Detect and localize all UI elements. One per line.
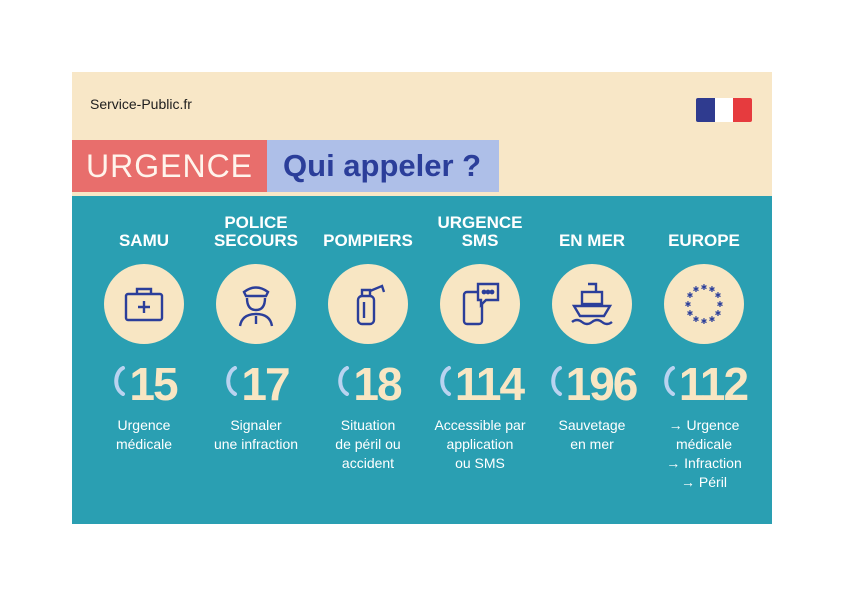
svg-text:✱: ✱ bbox=[685, 300, 692, 309]
phone-number: 18 bbox=[353, 358, 402, 410]
title-row: URGENCE Qui appeler ? bbox=[72, 140, 500, 192]
service-name: EUROPE bbox=[668, 231, 740, 250]
service-description: Situation de péril ou accident bbox=[335, 417, 401, 471]
service-description: → Urgence médicale → Infraction → Péril bbox=[666, 417, 742, 490]
phone-number: 15 bbox=[129, 358, 178, 410]
service-name: SAMU bbox=[118, 231, 170, 250]
svg-text:✱: ✱ bbox=[715, 309, 722, 318]
phone-handset-icon bbox=[664, 366, 675, 396]
service-pompiers: POMPIERS 18 Situation de péril ou accide… bbox=[312, 204, 424, 473]
emergency-numbers-card: Service-Public.fr URGENCE Qui appeler ? … bbox=[72, 72, 772, 524]
police-officer-icon bbox=[216, 264, 296, 344]
service-name: EN MER bbox=[558, 231, 626, 250]
phone-number: 17 bbox=[241, 358, 290, 410]
service-name: POMPIERS bbox=[323, 231, 413, 250]
svg-text:✱: ✱ bbox=[701, 317, 708, 326]
service-samu: SAMU 15 Urgence médicale bbox=[88, 204, 200, 454]
svg-text:✱: ✱ bbox=[693, 315, 700, 324]
service-en-mer: EN MER 196 Sauvetage en mer bbox=[536, 204, 648, 454]
svg-text:✱: ✱ bbox=[693, 285, 700, 294]
phone-number: 112 bbox=[678, 358, 749, 410]
service-europe: EUROPE ✱ ✱ ✱ ✱ ✱ ✱ ✱ ✱ ✱ ✱ ✱ bbox=[648, 204, 760, 492]
brand-name: Service-Public.fr bbox=[90, 96, 192, 112]
service-police-secours: POLICE SECOURS 17 Signaler une infractio… bbox=[200, 204, 312, 454]
svg-text:✱: ✱ bbox=[687, 309, 694, 318]
phone-handset-icon bbox=[338, 366, 350, 396]
medical-kit-icon bbox=[104, 264, 184, 344]
ship-icon bbox=[552, 264, 632, 344]
service-description: Urgence médicale bbox=[115, 417, 173, 452]
phone-handset-icon bbox=[550, 366, 562, 396]
eu-stars-icon: ✱ ✱ ✱ ✱ ✱ ✱ ✱ ✱ ✱ ✱ ✱ ✱ bbox=[664, 264, 744, 344]
title-qui-appeler: Qui appeler ? bbox=[267, 140, 500, 192]
svg-text:✱: ✱ bbox=[709, 315, 716, 324]
svg-text:✱: ✱ bbox=[687, 291, 694, 300]
french-flag-icon bbox=[696, 98, 752, 122]
phone-handset-icon bbox=[440, 366, 451, 396]
services-panel: SAMU 15 Urgence médicale POLICE SECOURS bbox=[72, 196, 772, 524]
service-name: URGENCE SMS bbox=[437, 213, 523, 250]
phone-number: 114 bbox=[454, 358, 525, 410]
svg-text:✱: ✱ bbox=[701, 283, 708, 292]
svg-text:✱: ✱ bbox=[709, 285, 716, 294]
svg-text:✱: ✱ bbox=[715, 291, 722, 300]
phone-handset-icon bbox=[114, 366, 126, 396]
svg-text:✱: ✱ bbox=[717, 300, 724, 309]
service-urgence-sms: URGENCE SMS 114 Accessible par applicati… bbox=[424, 204, 536, 473]
fire-extinguisher-icon bbox=[328, 264, 408, 344]
title-urgence: URGENCE bbox=[72, 140, 268, 192]
phone-handset-icon bbox=[226, 366, 238, 396]
service-name: POLICE SECOURS bbox=[213, 213, 299, 250]
service-description: Accessible par application ou SMS bbox=[434, 417, 526, 471]
service-description: Signaler une infraction bbox=[213, 417, 299, 452]
service-description: Sauvetage en mer bbox=[558, 417, 626, 452]
phone-number: 196 bbox=[565, 358, 639, 410]
sms-phone-icon bbox=[440, 264, 520, 344]
